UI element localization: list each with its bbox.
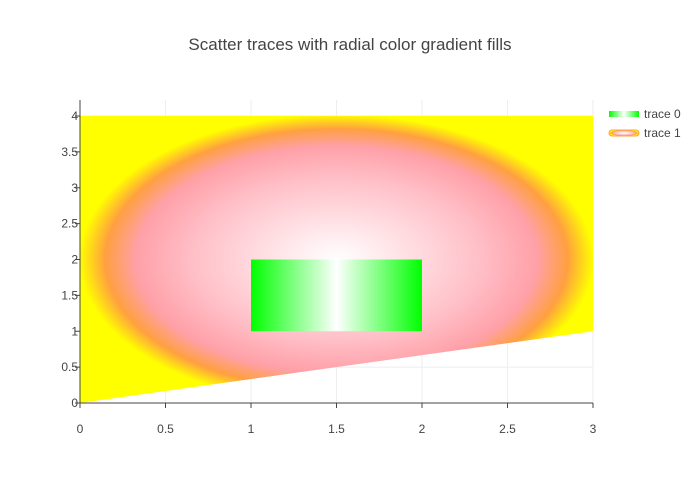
y-tick-label: 3 [71, 181, 78, 195]
y-tick-label: 1.5 [61, 288, 78, 302]
x-tick-labels: 0 0.5 1 1.5 2 2.5 3 [77, 422, 597, 436]
legend-swatch [609, 111, 639, 117]
legend-item-trace-0[interactable]: trace 0 [609, 107, 681, 121]
traces [80, 116, 593, 403]
y-tick-labels: 0 0.5 1 1.5 2 2.5 3 3.5 4 [61, 109, 78, 410]
trace-0-fill[interactable] [251, 259, 422, 332]
y-tick-label: 4 [71, 109, 78, 123]
y-tick-label: 2 [71, 253, 78, 267]
y-tick-label: 2.5 [61, 217, 78, 231]
x-tick-label: 1 [248, 422, 255, 436]
axes [75, 100, 594, 408]
x-tick-label: 0 [77, 422, 84, 436]
legend-swatch [608, 129, 640, 137]
y-tick-label: 3.5 [61, 145, 78, 159]
x-tick-label: 2 [419, 422, 426, 436]
legend-label: trace 1 [644, 126, 681, 140]
x-tick-label: 2.5 [499, 422, 516, 436]
chart-title: Scatter traces with radial color gradien… [188, 35, 511, 54]
legend-label: trace 0 [644, 107, 681, 121]
y-tick-label: 0.5 [61, 360, 78, 374]
x-tick-label: 3 [590, 422, 597, 436]
x-tick-label: 1.5 [328, 422, 345, 436]
legend[interactable]: trace 0 trace 1 [608, 107, 681, 140]
y-tick-label: 0 [71, 396, 78, 410]
legend-item-trace-1[interactable]: trace 1 [608, 126, 681, 140]
y-tick-label: 1 [71, 324, 78, 338]
x-tick-label: 0.5 [157, 422, 174, 436]
